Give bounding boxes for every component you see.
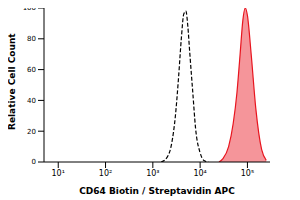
svg-text:10⁵: 10⁵ bbox=[241, 169, 254, 178]
svg-text:CD64 Biotin / Streptavidin APC: CD64 Biotin / Streptavidin APC bbox=[79, 186, 235, 196]
svg-text:0: 0 bbox=[32, 158, 36, 166]
svg-text:20: 20 bbox=[27, 128, 36, 136]
svg-text:Relative Cell Count: Relative Cell Count bbox=[8, 33, 17, 130]
svg-text:10²: 10² bbox=[99, 169, 112, 178]
svg-text:10⁴: 10⁴ bbox=[193, 169, 206, 178]
svg-text:100: 100 bbox=[23, 8, 36, 12]
svg-text:10³: 10³ bbox=[146, 169, 159, 178]
svg-text:60: 60 bbox=[27, 66, 36, 74]
svg-text:40: 40 bbox=[27, 97, 36, 105]
svg-text:10¹: 10¹ bbox=[52, 169, 65, 178]
svg-text:80: 80 bbox=[27, 35, 36, 43]
